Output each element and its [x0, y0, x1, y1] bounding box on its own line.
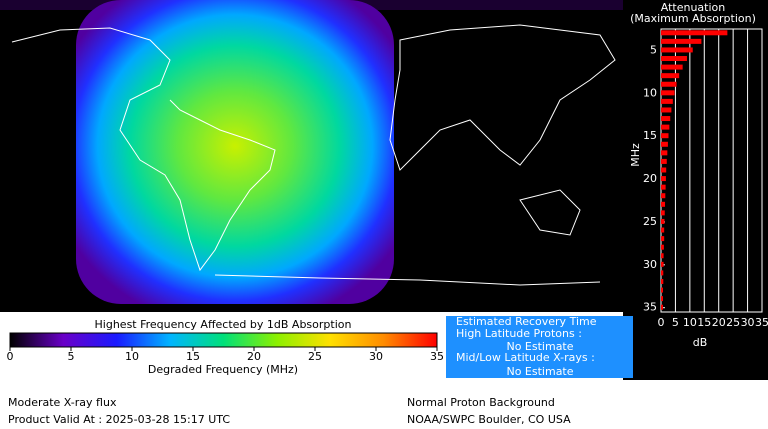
bar [661, 270, 664, 276]
colorbar-tick-label: 5 [68, 350, 75, 363]
bar [661, 253, 664, 259]
bar [661, 193, 666, 199]
bar [661, 81, 677, 87]
x-tick-label: 0 [658, 316, 665, 329]
bar [661, 184, 666, 190]
x-axis-label: dB [693, 336, 708, 349]
bar [661, 141, 668, 147]
bar [661, 47, 693, 53]
bar [661, 278, 664, 284]
colorbar-tick-label: 25 [308, 350, 322, 363]
bar [661, 158, 667, 164]
x-tick-label: 35 [755, 316, 768, 329]
recovery-label: Mid/Low Latitude X-rays : [456, 351, 595, 364]
bar [661, 167, 667, 173]
absorption-region [76, 0, 394, 304]
bar [661, 261, 664, 267]
bar [661, 116, 671, 122]
x-tick-label: 20 [712, 316, 726, 329]
colorbar-tick-label: 30 [369, 350, 383, 363]
bar [661, 210, 665, 216]
x-tick-label: 10 [683, 316, 697, 329]
colorbar-tick-label: 35 [430, 350, 444, 363]
bar [661, 64, 683, 70]
footer-text: Moderate X-ray flux [8, 396, 117, 409]
colorbar-tick-label: 20 [247, 350, 261, 363]
bar [661, 304, 664, 310]
bar [661, 124, 670, 130]
y-tick-label: 35 [643, 301, 657, 314]
bar [661, 227, 665, 233]
x-tick-label: 30 [741, 316, 755, 329]
bar [661, 98, 673, 104]
footer-text: Normal Proton Background [407, 396, 555, 409]
footer-text: Product Valid At : 2025-03-28 15:17 UTC [8, 413, 230, 426]
colorbar [9, 332, 438, 348]
recovery-value: No Estimate [506, 365, 573, 378]
x-tick-label: 5 [672, 316, 679, 329]
coastlines [11, 24, 616, 286]
chart-subtitle: (Maximum Absorption) [630, 12, 756, 25]
recovery-box [446, 316, 633, 378]
bar [661, 218, 665, 224]
colorbar-tick-label: 10 [125, 350, 139, 363]
map-title: Highest Frequency Affected by 1dB Absorp… [95, 318, 352, 331]
bar [661, 201, 666, 207]
bar [661, 73, 680, 79]
bar [661, 56, 687, 62]
bar [661, 38, 702, 44]
y-tick-label: 15 [643, 129, 657, 142]
bar [661, 30, 728, 36]
bar [661, 236, 665, 242]
bar [661, 90, 675, 96]
bar [661, 287, 664, 293]
attenuation-panel [623, 0, 768, 380]
x-tick-label: 15 [697, 316, 711, 329]
y-tick-label: 20 [643, 172, 657, 185]
y-tick-label: 25 [643, 215, 657, 228]
colorbar-tick-label: 0 [7, 350, 14, 363]
recovery-title: Estimated Recovery Time [456, 315, 597, 328]
bar [661, 133, 669, 139]
bar [661, 107, 672, 113]
colorbar-label: Degraded Frequency (MHz) [148, 363, 298, 376]
bar [661, 150, 668, 156]
y-tick-label: 30 [643, 258, 657, 271]
y-tick-label: 5 [650, 43, 657, 56]
bar [661, 296, 664, 302]
colorbar-tick-label: 15 [186, 350, 200, 363]
recovery-label: High Latitude Protons : [456, 327, 582, 340]
x-tick-label: 25 [726, 316, 740, 329]
y-axis-label: MHz [629, 143, 642, 167]
bar [661, 244, 664, 250]
recovery-value: No Estimate [506, 340, 573, 353]
chart-title: Attenuation [661, 1, 726, 14]
footer-text: NOAA/SWPC Boulder, CO USA [407, 413, 571, 426]
y-tick-label: 10 [643, 86, 657, 99]
bar [661, 176, 666, 182]
